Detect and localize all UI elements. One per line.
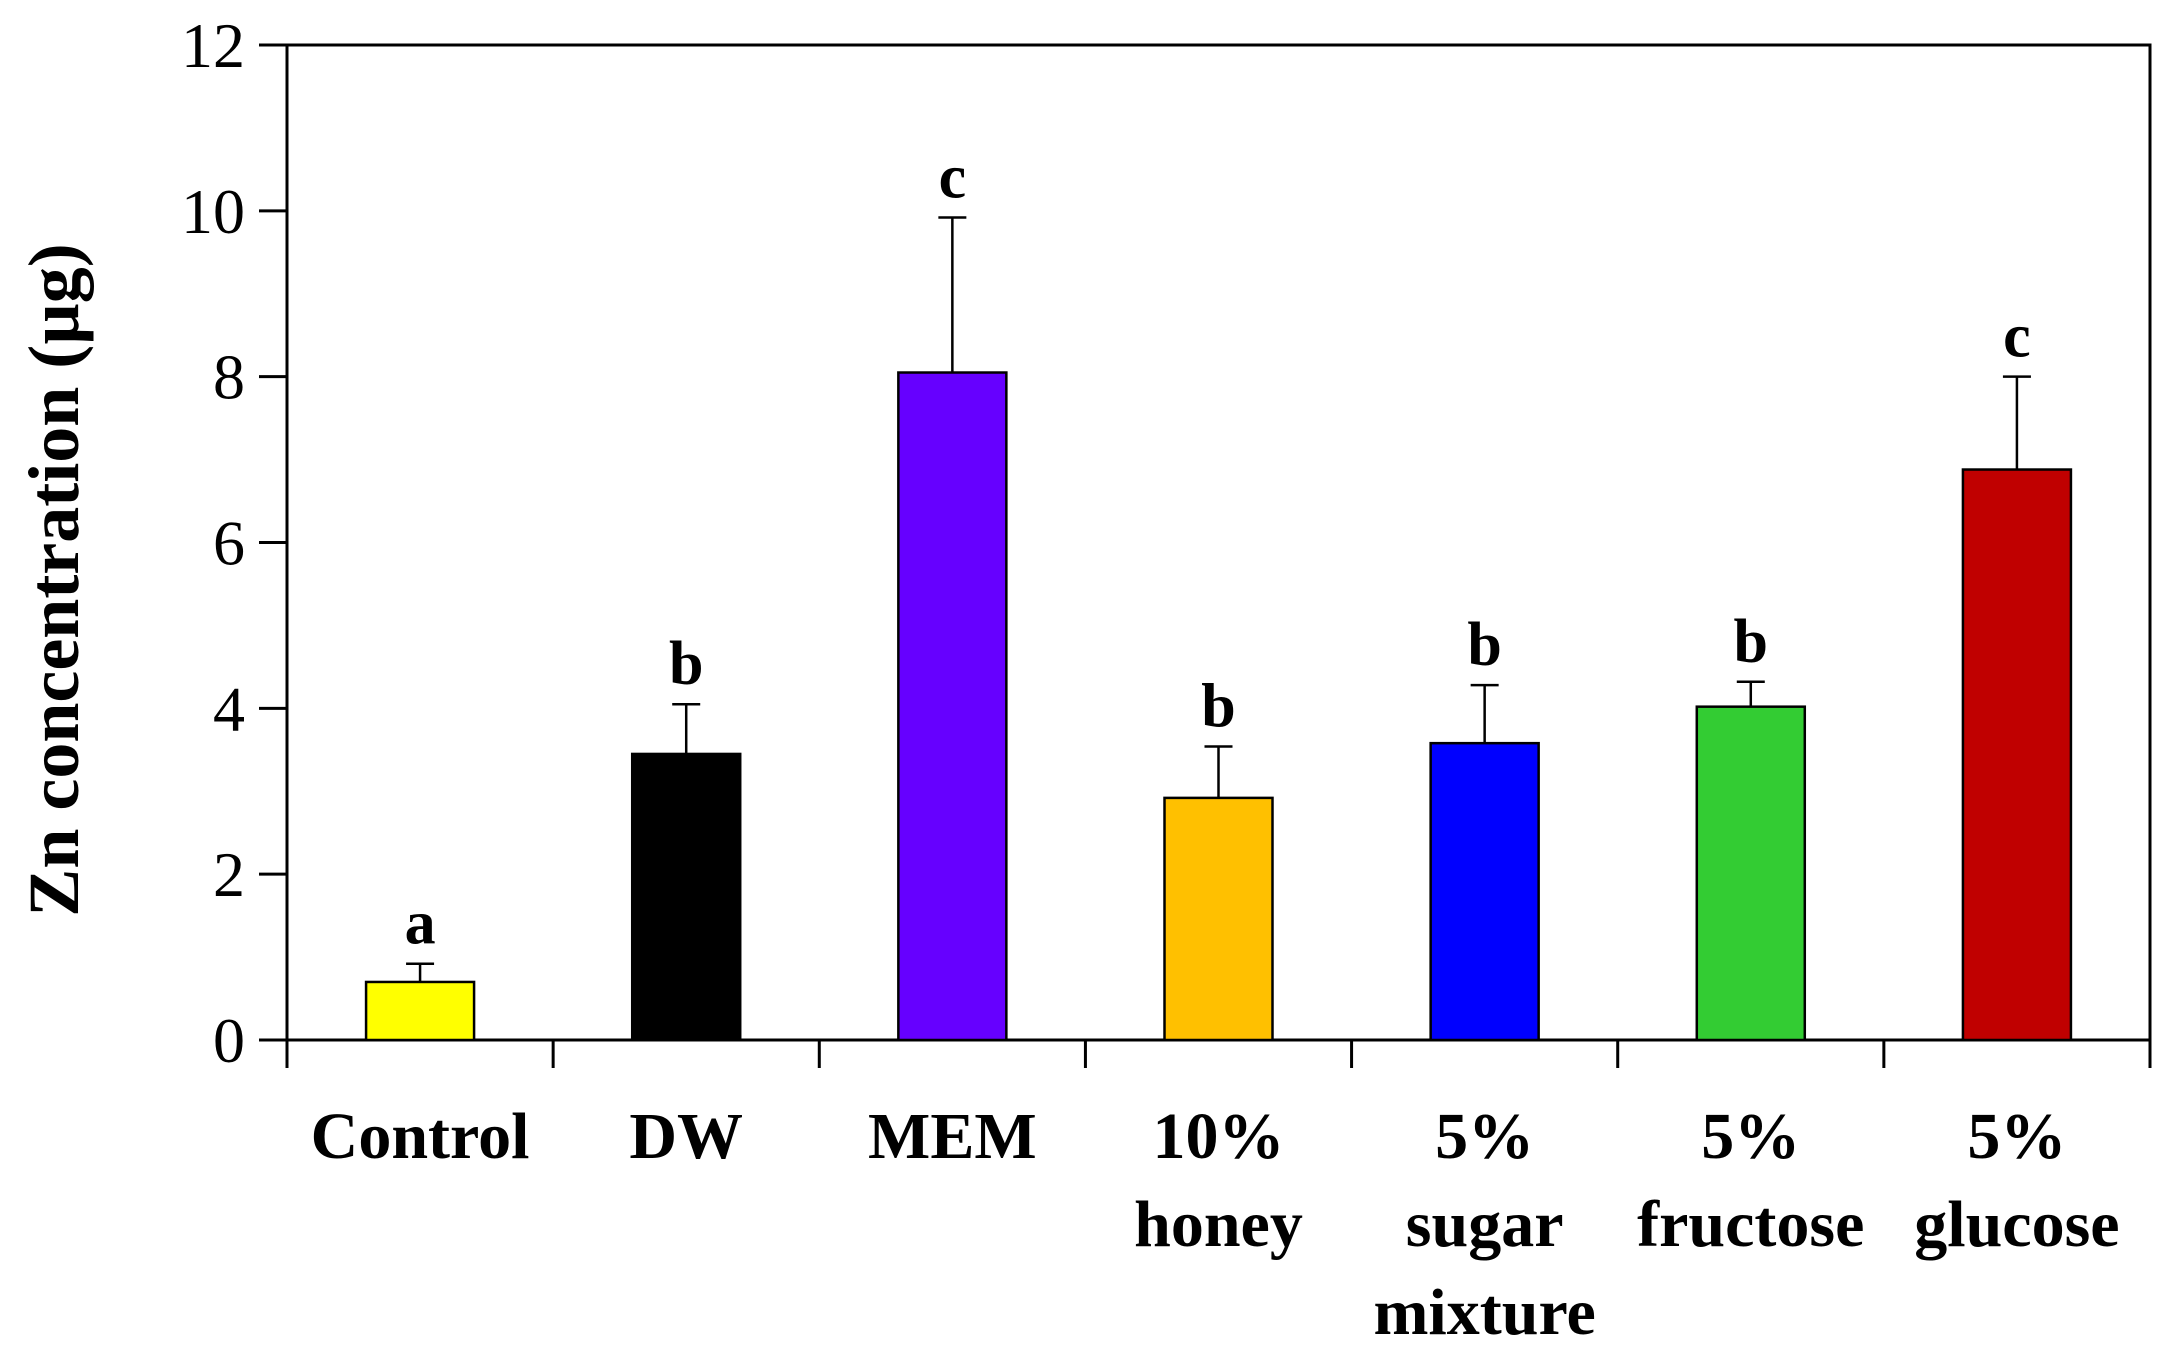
significance-label: b: [669, 630, 703, 698]
significance-label: b: [1467, 611, 1501, 679]
y-tick-label: 0: [213, 1005, 245, 1076]
x-category-label: DW: [629, 1100, 743, 1173]
x-category-label: sugar: [1406, 1188, 1564, 1261]
bar: [1429, 741, 1540, 1042]
x-category-label: 10%: [1153, 1100, 1285, 1173]
significance-label: b: [1734, 608, 1768, 676]
x-category-label: Control: [311, 1100, 530, 1173]
x-category-label: honey: [1134, 1188, 1303, 1261]
bar: [897, 371, 1008, 1042]
x-category-label: glucose: [1914, 1188, 2119, 1261]
x-category-label: fructose: [1637, 1188, 1864, 1261]
significance-label: c: [939, 143, 967, 211]
bar: [364, 980, 476, 1042]
x-category-label: 5%: [1435, 1100, 1534, 1173]
bar: [1163, 796, 1274, 1042]
y-tick-label: 12: [181, 10, 245, 81]
significance-label: c: [2003, 303, 2031, 371]
y-tick-label: 6: [213, 508, 245, 579]
y-tick-label: 8: [213, 342, 245, 413]
y-tick-label: 10: [181, 176, 245, 247]
significance-label: b: [1201, 672, 1235, 740]
x-category-label: 5%: [1967, 1100, 2066, 1173]
x-category-label: mixture: [1373, 1276, 1595, 1348]
y-axis-title: Zn concentration (µg): [14, 243, 94, 916]
y-tick-label: 4: [213, 673, 245, 744]
bar: [1961, 468, 2073, 1042]
bar: [630, 752, 742, 1042]
bar: [1695, 705, 1807, 1042]
y-tick-label: 2: [213, 839, 245, 910]
x-category-label: 5%: [1701, 1100, 1800, 1173]
significance-label: a: [405, 890, 436, 958]
x-category-label: MEM: [868, 1100, 1037, 1173]
